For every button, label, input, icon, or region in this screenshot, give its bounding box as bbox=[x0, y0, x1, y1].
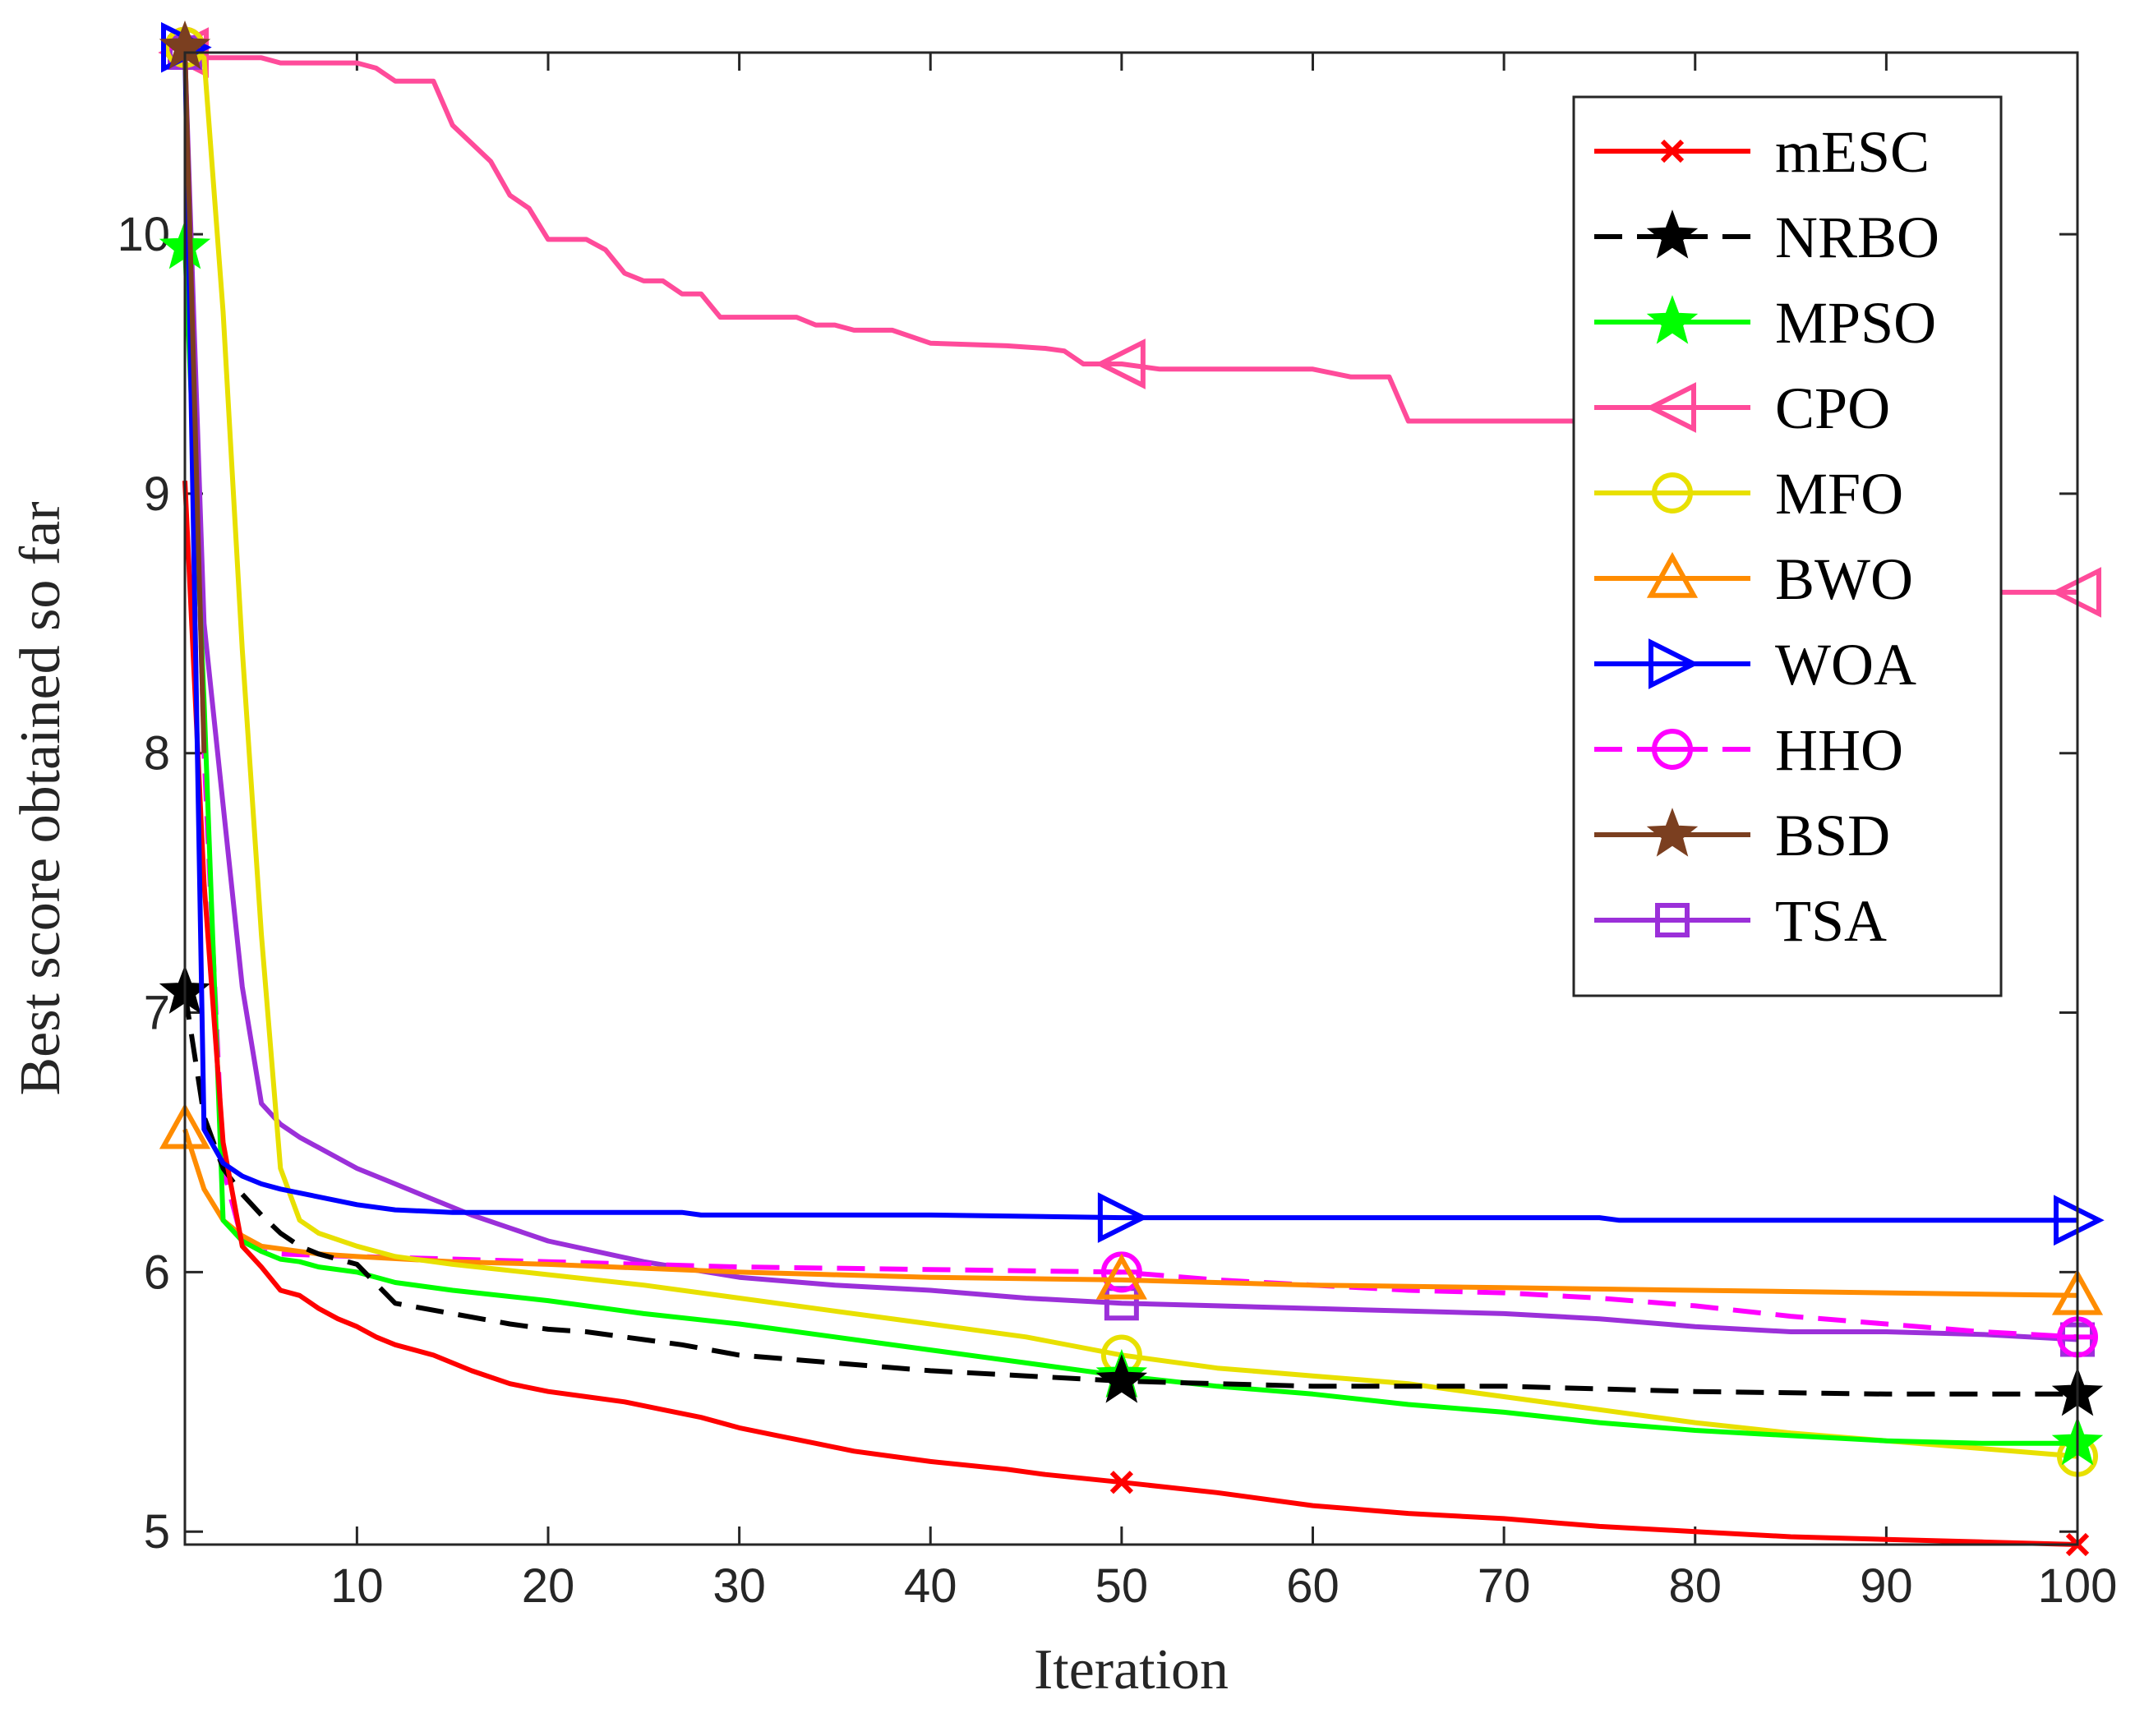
y-tick-label: 10 bbox=[117, 208, 170, 261]
x-tick-label: 50 bbox=[1095, 1559, 1149, 1613]
series-lines bbox=[158, 20, 2105, 1557]
y-tick-label: 7 bbox=[144, 987, 170, 1040]
legend-entry-mpso: MPSO bbox=[1594, 290, 1936, 356]
legend-label-mfo: MFO bbox=[1775, 461, 1903, 527]
legend-marker-bwo bbox=[1646, 551, 1699, 598]
y-tick-label: 5 bbox=[144, 1505, 170, 1559]
legend-marker-woa bbox=[1649, 638, 1699, 689]
axis-ticks: 10 20 30 40 50 60 70 80 90 100 5 6 7 8 9 10 bbox=[117, 53, 2117, 1613]
legend-entry-mesc: mESC bbox=[1594, 119, 1930, 185]
legend-label-nrbo: NRBO bbox=[1775, 205, 1939, 270]
legend-marker-bsd bbox=[1646, 808, 1699, 857]
legend-box bbox=[1572, 95, 2003, 997]
data-point-cpo bbox=[1095, 338, 1146, 389]
series-line-nrbo bbox=[182, 991, 2077, 1397]
legend-entry-bwo: BWO bbox=[1594, 546, 1913, 612]
legend-entry-bsd: BSD bbox=[1594, 803, 1890, 868]
data-point-mesc bbox=[1109, 1471, 1133, 1494]
y-tick-label: 8 bbox=[144, 727, 170, 781]
x-tick-label: 10 bbox=[330, 1559, 384, 1613]
series-mesc bbox=[182, 480, 2090, 1557]
legend-label-cpo: CPO bbox=[1775, 375, 1890, 441]
legend-label-bwo: BWO bbox=[1775, 546, 1913, 612]
x-axis-title: Iteration bbox=[1034, 1638, 1229, 1701]
data-point-nrbo bbox=[1095, 1354, 1148, 1403]
series-line-mfo bbox=[183, 45, 2078, 1459]
legend-marker-nrbo bbox=[1646, 210, 1699, 259]
series-line-woa bbox=[182, 47, 2077, 1223]
legend-marker-mpso bbox=[1646, 295, 1699, 344]
legend-label-bsd: BSD bbox=[1775, 803, 1890, 868]
legend-label-mesc: mESC bbox=[1775, 119, 1930, 185]
y-axis-title: Best score obtained so far bbox=[9, 501, 72, 1095]
plot-frame bbox=[183, 51, 2079, 1546]
legend-label-tsa: TSA bbox=[1775, 888, 1887, 954]
legend-label-mpso: MPSO bbox=[1775, 290, 1936, 356]
x-tick-label: 100 bbox=[2038, 1559, 2118, 1613]
y-tick-label: 6 bbox=[144, 1246, 170, 1299]
x-tick-label: 80 bbox=[1668, 1559, 1722, 1613]
legend-marker-hho bbox=[1652, 729, 1693, 770]
legend-entry-tsa: TSA bbox=[1594, 888, 1887, 954]
x-tick-label: 40 bbox=[904, 1559, 957, 1613]
legend-entry-hho: HHO bbox=[1594, 717, 1903, 783]
legend-marker-mesc bbox=[1660, 139, 1685, 163]
series-line-mpso bbox=[182, 246, 2077, 1446]
legend-entry-cpo: CPO bbox=[1594, 375, 1890, 441]
y-tick-label: 9 bbox=[144, 467, 170, 521]
legend-entry-woa: WOA bbox=[1594, 632, 1916, 698]
data-point-woa bbox=[1097, 1192, 1149, 1243]
legend-label-woa: WOA bbox=[1775, 632, 1916, 698]
series-line-mesc bbox=[182, 480, 2078, 1547]
series-line-bsd bbox=[182, 47, 207, 753]
data-point-bwo bbox=[1095, 1253, 1147, 1300]
legend-marker-tsa bbox=[1655, 903, 1690, 937]
legend-marker-cpo bbox=[1645, 382, 1696, 433]
legend-entry-nrbo: NRBO bbox=[1594, 205, 1939, 270]
legend-label-hho: HHO bbox=[1775, 717, 1903, 783]
x-tick-label: 30 bbox=[712, 1559, 766, 1613]
legend: mESC NRBO MPSO CPO MFO BWO WOA HHO BSD TSA bbox=[1572, 95, 2003, 997]
x-tick-label: 90 bbox=[1860, 1559, 1913, 1613]
legend-marker-mfo bbox=[1652, 472, 1693, 513]
x-tick-label: 70 bbox=[1478, 1559, 1531, 1613]
legend-entry-mfo: MFO bbox=[1594, 461, 1903, 527]
x-tick-label: 20 bbox=[522, 1559, 575, 1613]
x-tick-label: 60 bbox=[1286, 1559, 1340, 1613]
